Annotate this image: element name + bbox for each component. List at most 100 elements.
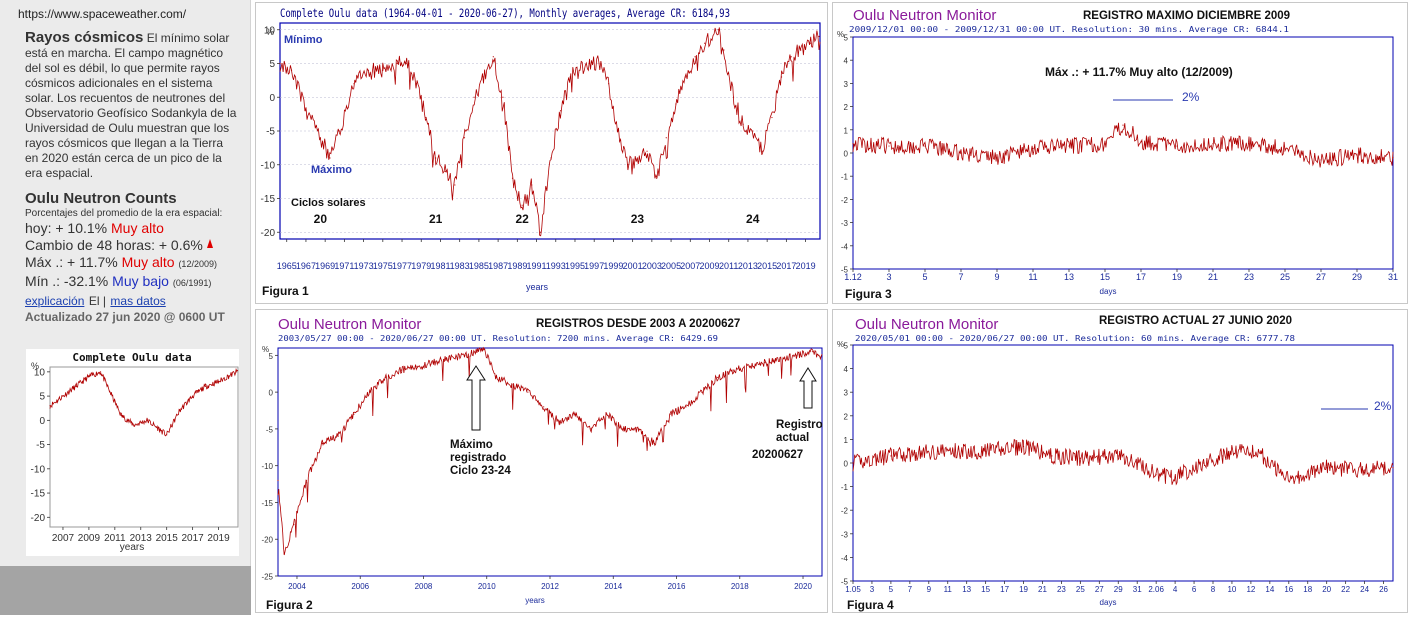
- x-tick-label: 2005: [661, 261, 681, 271]
- count-max: Máx .: + 11.7% Muy alto (12/2009): [25, 254, 245, 273]
- mini-ylabel: %: [31, 361, 39, 371]
- data-point: [790, 56, 792, 58]
- data-point: [159, 429, 161, 431]
- x-tick-label: 1999: [603, 261, 623, 271]
- data-point: [764, 362, 766, 364]
- explanation-link[interactable]: explicación: [25, 294, 85, 308]
- data-point: [527, 391, 529, 393]
- x-tick-label: 1971: [334, 261, 354, 271]
- data-point: [606, 413, 608, 415]
- arrow-actual-icon: [799, 367, 817, 409]
- y-tick-label: 10: [264, 25, 276, 36]
- y-tick-label: -4: [841, 554, 849, 563]
- data-point: [236, 371, 238, 373]
- data-point: [1022, 445, 1025, 448]
- data-point: [780, 76, 783, 78]
- x-tick-label: 27: [1316, 272, 1326, 282]
- data-point: [1320, 159, 1322, 161]
- data-point: [704, 42, 706, 44]
- more-data-link[interactable]: mas datos: [110, 294, 166, 308]
- y-tick-label: -5: [841, 266, 849, 275]
- x-tick-label: 2011: [719, 261, 738, 271]
- figura3-scale-label: 2%: [1182, 90, 1200, 104]
- x-tick-label: 1.12: [844, 272, 862, 282]
- figura4-label: Figura 4: [847, 598, 894, 612]
- data-point: [1297, 476, 1299, 478]
- data-point: [1202, 462, 1205, 464]
- figura2-xlabel: years: [525, 596, 545, 605]
- data-point: [890, 455, 892, 457]
- counts-subtitle: Porcentajes del promedio de la era espac…: [25, 208, 223, 219]
- x-tick-label: 2017: [181, 533, 204, 544]
- today-status: Muy alto: [111, 220, 164, 236]
- data-point: [120, 414, 122, 417]
- figura1-panel: Complete Oulu data (1964-04-01 - 2020-06…: [255, 2, 828, 304]
- data-point: [558, 420, 561, 423]
- y-tick-label: -15: [31, 489, 46, 500]
- data-point: [425, 116, 427, 119]
- data-point: [852, 462, 854, 464]
- data-point: [937, 450, 939, 452]
- y-tick-label: 0: [269, 93, 275, 104]
- data-point: [321, 443, 323, 445]
- figura4-chart: Oulu Neutron Monitor REGISTRO ACTUAL 27 J…: [837, 315, 1394, 612]
- data-point: [675, 103, 677, 105]
- x-tick-label: 2008: [415, 582, 433, 591]
- x-tick-label: 29: [1114, 585, 1123, 594]
- x-tick-label: 4: [1173, 585, 1178, 594]
- x-tick-label: 11: [944, 585, 953, 594]
- x-tick-label: 15: [981, 585, 990, 594]
- cycle-label: 23: [631, 212, 645, 226]
- x-tick-label: 5: [922, 272, 927, 282]
- data-point: [444, 170, 446, 173]
- x-tick-label: 1975: [373, 261, 393, 271]
- x-tick-label: 11: [1028, 272, 1037, 282]
- y-tick-label: -1: [841, 173, 849, 182]
- x-tick-label: 1965: [277, 261, 297, 271]
- x-tick-label: 27: [1095, 585, 1104, 594]
- data-point: [521, 204, 523, 206]
- y-tick-label: 5: [844, 34, 849, 43]
- y-tick-label: -5: [841, 578, 849, 587]
- arrow-up-icon: [206, 239, 213, 248]
- data-point: [985, 450, 987, 452]
- x-tick-label: 2019: [796, 261, 816, 271]
- y-tick-label: 3: [844, 80, 849, 89]
- x-tick-label: 2010: [478, 582, 496, 591]
- data-point: [400, 369, 402, 371]
- site-url[interactable]: https://www.spaceweather.com/: [18, 7, 187, 21]
- x-tick-label: 18: [1303, 585, 1312, 594]
- data-point: [204, 385, 207, 387]
- x-tick-label: 1983: [450, 261, 470, 271]
- figura1-title: Complete Oulu data (1964-04-01 - 2020-06…: [280, 6, 730, 20]
- figura4-panel: Oulu Neutron Monitor REGISTRO ACTUAL 27 J…: [832, 309, 1408, 613]
- data-point: [464, 354, 466, 356]
- x-tick-label: 15: [1100, 272, 1110, 282]
- data-point: [192, 395, 194, 397]
- data-point: [1136, 462, 1138, 464]
- data-point: [454, 184, 456, 186]
- figura1-xlabel: years: [526, 282, 549, 292]
- data-point: [435, 157, 437, 159]
- x-tick-label: 1981: [430, 261, 450, 271]
- y-tick-label: 10: [34, 367, 46, 378]
- data-point: [492, 56, 494, 58]
- figura2-panel: Oulu Neutron Monitor REGISTROS DESDE 2003…: [255, 309, 828, 613]
- data-point: [732, 369, 735, 371]
- figura3-ylabel: %: [837, 30, 844, 39]
- data-point: [1051, 455, 1053, 457]
- links-row: explicación El | mas datos: [25, 292, 245, 310]
- counts-title: Oulu Neutron Counts: [25, 190, 177, 207]
- figura2-ylabel: %: [262, 345, 269, 354]
- x-tick-label: 31: [1388, 272, 1398, 282]
- data-point: [482, 347, 485, 349]
- data-point: [627, 164, 629, 166]
- x-tick-label: 1985: [469, 261, 489, 271]
- x-tick-label: 23: [1057, 585, 1066, 594]
- y-tick-label: -5: [266, 127, 275, 138]
- x-tick-label: 6: [1192, 585, 1197, 594]
- data-point: [367, 69, 369, 71]
- data-point: [761, 150, 763, 152]
- data-point: [217, 380, 220, 383]
- data-point: [495, 376, 497, 379]
